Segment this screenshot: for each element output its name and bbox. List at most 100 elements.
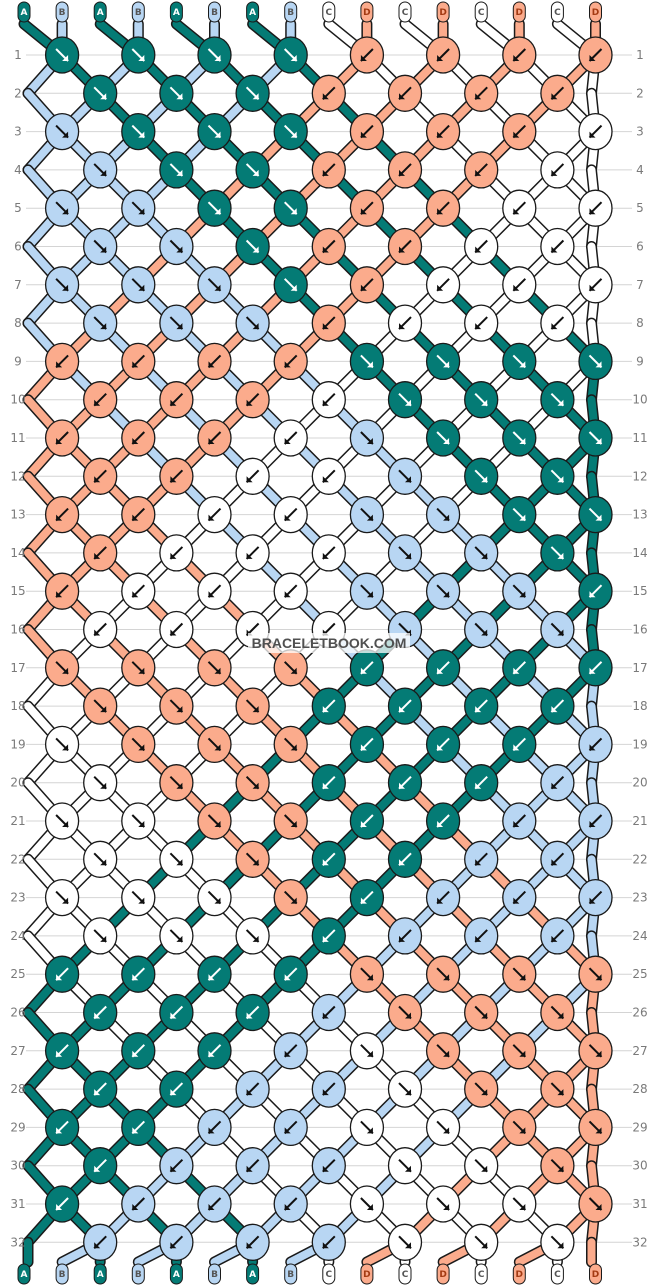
arrow-head [290, 55, 297, 61]
row-number-left: 20 [10, 776, 25, 790]
arrow-head [443, 1050, 450, 1057]
knot [540, 74, 575, 112]
arrow-head [595, 1204, 602, 1210]
knot [121, 342, 156, 381]
knot [197, 189, 232, 227]
knot [83, 610, 118, 649]
knot [464, 917, 499, 955]
knot [311, 917, 346, 955]
knot [578, 495, 613, 534]
knot [44, 495, 80, 534]
arrow-head [513, 744, 520, 751]
arrow-head [284, 1204, 291, 1210]
arrow-head [481, 476, 488, 483]
strand-tab-letter: D [592, 1270, 599, 1280]
arrow-head [176, 782, 183, 789]
knot [578, 36, 613, 74]
knot [311, 1070, 346, 1108]
knot [273, 419, 308, 457]
row-number-left: 3 [14, 125, 22, 139]
arrow-head [519, 974, 526, 981]
knot-grid [44, 36, 613, 1261]
arrow-head [170, 552, 177, 559]
arrow-head [589, 55, 596, 61]
arrow-head [290, 897, 297, 904]
row-number-right: 10 [632, 393, 647, 407]
knot [349, 1185, 385, 1223]
arrow-head [360, 284, 367, 291]
arrow-head [138, 208, 145, 215]
arrow-head [290, 284, 297, 291]
knot [273, 189, 308, 227]
arrow-head [132, 974, 139, 981]
arrow-head [322, 1242, 329, 1249]
knot [578, 649, 613, 687]
strand-tab-top: D [360, 1, 374, 23]
arrow-head [170, 1012, 177, 1019]
knot [159, 1223, 194, 1261]
strand-tab-shape [131, 1263, 145, 1285]
arrow-head [437, 667, 444, 674]
knot [425, 419, 461, 457]
arrow-head [322, 1089, 329, 1096]
arrow-head [176, 323, 183, 330]
knot [44, 112, 80, 151]
knot [464, 1223, 499, 1261]
arrow-head [360, 821, 367, 827]
row-number-left: 26 [10, 1006, 25, 1020]
row-number-left: 16 [10, 623, 25, 637]
arrow-head [100, 169, 107, 176]
arrow-head [481, 1242, 488, 1249]
row-number-right: 30 [632, 1159, 647, 1173]
knot [425, 1108, 461, 1147]
strand-tab-shape [17, 1, 31, 23]
knot [121, 419, 156, 457]
strand-tab-letter: D [439, 8, 446, 18]
knot [273, 955, 308, 993]
knot [159, 610, 194, 649]
arrow-head [176, 859, 183, 866]
row-number-left: 13 [10, 508, 25, 522]
strand-tab-letter: A [21, 8, 28, 18]
row-number-right: 18 [632, 699, 647, 713]
knot [502, 725, 537, 764]
knot [83, 993, 118, 1032]
arrow-head [481, 399, 488, 406]
strand-tab-shape [93, 1, 107, 23]
strand-tab-top: A [169, 1, 183, 23]
strand-tab-shape [55, 1, 69, 23]
knot [273, 36, 308, 74]
row-number-right: 21 [632, 814, 647, 828]
knot [311, 304, 346, 342]
strand-tab-shape [208, 1263, 221, 1285]
knot [349, 189, 385, 227]
knot [83, 764, 118, 802]
knot [464, 74, 499, 112]
strand-tab-bottom: D [589, 1263, 602, 1285]
knot [121, 495, 156, 534]
row-number-right: 2 [636, 86, 644, 100]
row-number-right: 8 [636, 316, 644, 330]
arrow-head [519, 591, 526, 598]
knot [540, 840, 575, 878]
arrow-head [94, 1012, 101, 1019]
row-number-right: 27 [632, 1044, 647, 1058]
knot [273, 342, 308, 381]
knot [540, 534, 575, 572]
knot [235, 381, 270, 419]
arrow-head [557, 399, 564, 406]
knot [121, 112, 156, 151]
knot [83, 381, 118, 419]
strand-tab-letter: C [402, 8, 409, 18]
arrow-head [405, 1012, 411, 1019]
row-number-right: 16 [632, 623, 647, 637]
strand-color-tabs: A B A B A B A B C D C D C D C D A B A B A B A B C D C D C D C D [17, 1, 602, 1285]
arrow-head [481, 1012, 488, 1019]
arrow-head [519, 361, 526, 368]
knot [349, 342, 385, 381]
arrow-head [94, 552, 101, 559]
knot [44, 36, 80, 74]
arrow-head [252, 93, 259, 100]
knot [44, 342, 80, 381]
strand-tab-top: A [17, 1, 31, 23]
